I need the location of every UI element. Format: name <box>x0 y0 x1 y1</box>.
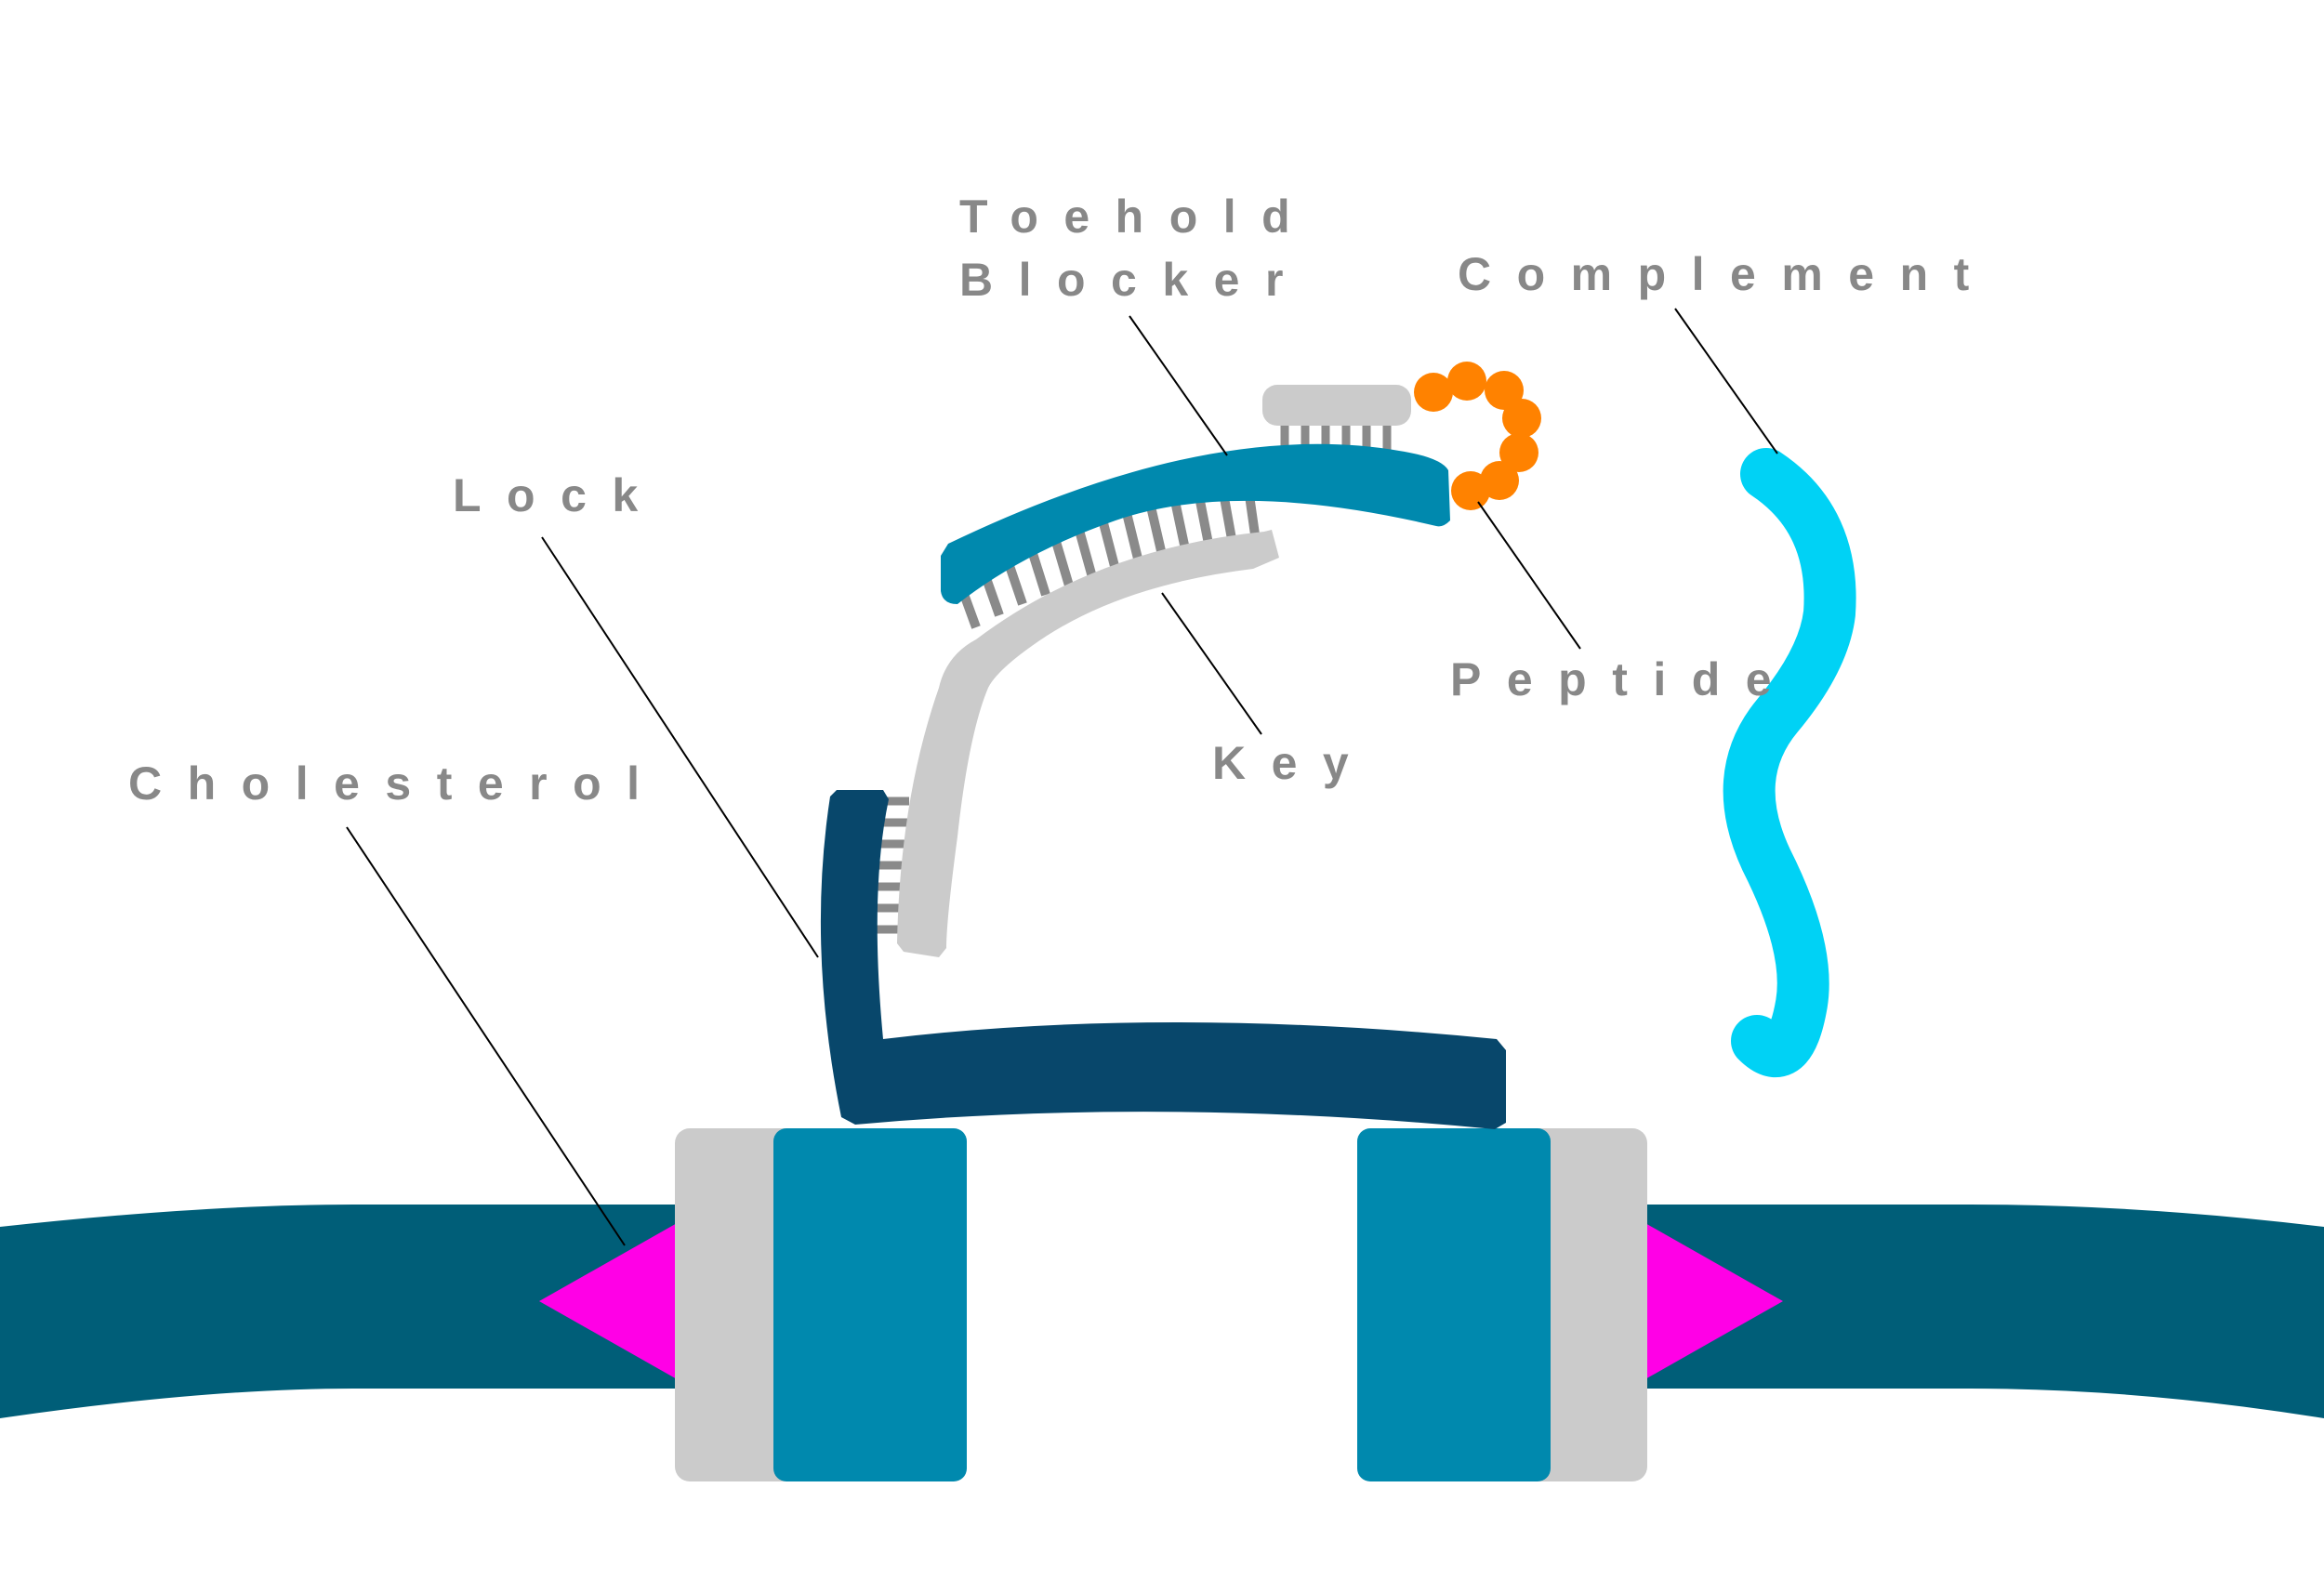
labels: Toehold Blocker Complement Lock Peptide … <box>128 191 1995 810</box>
toehold-blocker-label-line1: Toehold <box>959 191 1315 243</box>
toehold-blocker-strand <box>941 443 1450 604</box>
peptide-bead <box>1502 399 1541 438</box>
peptide-bead <box>1499 433 1538 472</box>
peptide-leader <box>1477 501 1581 650</box>
cholesterol-right <box>1644 1222 1783 1380</box>
peptide <box>1414 362 1541 510</box>
membrane-right <box>1636 1205 2324 1418</box>
lock-strand <box>820 790 1506 1129</box>
membrane-left <box>0 1205 688 1418</box>
channel-right-block <box>1357 1128 1551 1481</box>
complement-leader <box>1674 308 1778 454</box>
toehold-blocker-leader <box>1129 315 1228 456</box>
peptide-bead <box>1414 373 1453 412</box>
membrane <box>0 1205 2324 1418</box>
toehold-gray-strand <box>1262 385 1411 426</box>
complement-strand <box>1723 448 1856 1077</box>
cholesterol-leader <box>346 826 626 1246</box>
peptide-label: Peptide <box>1450 653 1797 705</box>
lock-leader <box>541 536 819 958</box>
peptide-bead <box>1447 362 1486 401</box>
nanopore-channel <box>675 1128 1647 1481</box>
cholesterol-left <box>539 1222 679 1380</box>
complement-label: Complement <box>1458 248 1995 300</box>
peptide-bead <box>1485 371 1524 410</box>
lock-label: Lock <box>453 469 664 521</box>
toehold-blocker-label-line2: Blocker <box>959 254 1309 306</box>
channel-left-block <box>773 1128 967 1481</box>
cholesterol-label: Cholesterol <box>128 757 666 810</box>
peptide-bead <box>1451 471 1490 510</box>
key-leader <box>1161 592 1262 735</box>
key-label: Key <box>1212 737 1374 789</box>
key-strand <box>897 530 1279 957</box>
leader-lines <box>346 308 1778 1246</box>
